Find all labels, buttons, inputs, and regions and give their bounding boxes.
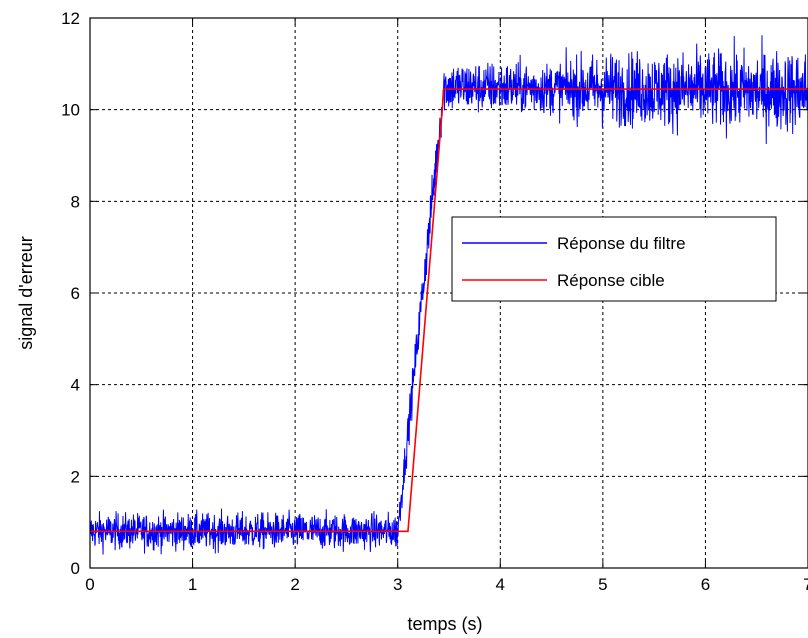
y-tick-label: 0 <box>71 559 80 578</box>
legend-entry-cible: Réponse cible <box>557 271 665 290</box>
plot-area <box>90 35 808 555</box>
x-tick-label: 3 <box>393 575 402 594</box>
x-tick-label: 7 <box>803 575 808 594</box>
tick-labels: 01234567024681012 <box>61 9 808 594</box>
y-tick-label: 4 <box>71 376 80 395</box>
x-tick-label: 0 <box>85 575 94 594</box>
legend-box <box>451 216 777 302</box>
y-axis-label: signal d'erreur <box>16 236 36 350</box>
series-cible-line <box>90 88 808 533</box>
y-tick-label: 10 <box>61 101 80 120</box>
x-axis-label: temps (s) <box>407 614 482 634</box>
series-filtre-line <box>90 35 808 555</box>
legend-entry-filtre: Réponse du filtre <box>557 234 686 253</box>
y-tick-label: 2 <box>71 467 80 486</box>
y-tick-label: 6 <box>71 284 80 303</box>
x-tick-label: 1 <box>188 575 197 594</box>
x-tick-label: 4 <box>496 575 505 594</box>
x-tick-label: 6 <box>701 575 710 594</box>
x-tick-label: 2 <box>290 575 299 594</box>
x-tick-label: 5 <box>598 575 607 594</box>
legend: Réponse du filtre Réponse cible <box>451 216 777 302</box>
y-tick-label: 12 <box>61 9 80 28</box>
y-tick-label: 8 <box>71 192 80 211</box>
axes <box>89 17 808 569</box>
